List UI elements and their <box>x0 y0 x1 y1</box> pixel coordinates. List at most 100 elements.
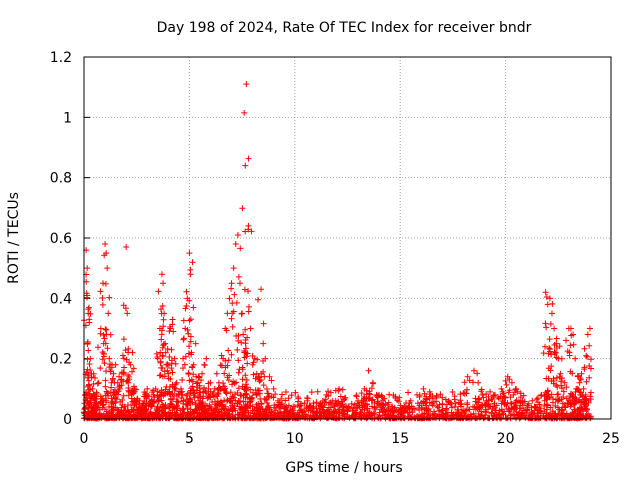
data-point <box>117 408 124 415</box>
data-point <box>184 326 191 333</box>
y-tick-label: 1.2 <box>50 50 72 66</box>
data-point <box>578 370 585 377</box>
data-point <box>106 404 113 411</box>
data-point <box>420 385 427 392</box>
y-tick-label: 0 <box>63 412 72 428</box>
data-point <box>206 414 213 421</box>
data-point <box>146 411 153 418</box>
data-point <box>546 345 553 352</box>
data-point <box>563 384 570 391</box>
data-point <box>240 331 247 338</box>
data-point <box>145 393 152 400</box>
data-point <box>110 370 117 377</box>
data-point <box>109 398 116 405</box>
data-point <box>154 403 161 410</box>
data-point <box>99 301 106 308</box>
data-point <box>480 394 487 401</box>
data-point <box>531 403 538 410</box>
data-point <box>173 398 180 405</box>
data-point <box>95 379 102 386</box>
data-point <box>142 415 149 422</box>
data-point <box>97 330 104 337</box>
data-point <box>235 357 242 364</box>
data-point <box>385 399 392 406</box>
data-point <box>518 411 525 418</box>
data-point <box>271 402 278 409</box>
data-point <box>102 280 109 287</box>
data-point <box>556 343 563 350</box>
data-point <box>470 379 477 386</box>
data-point <box>255 414 262 421</box>
data-point <box>243 376 250 383</box>
data-point <box>228 351 235 358</box>
data-point <box>581 395 588 402</box>
data-point <box>228 285 235 292</box>
data-point <box>189 415 196 422</box>
data-point <box>445 398 452 405</box>
data-point <box>370 409 377 416</box>
data-point <box>365 367 372 374</box>
data-point <box>282 389 289 396</box>
data-point <box>187 399 194 406</box>
data-point <box>230 308 237 315</box>
data-point <box>180 336 187 343</box>
data-point <box>178 395 185 402</box>
data-point <box>188 410 195 417</box>
data-point <box>587 393 594 400</box>
data-point <box>489 406 496 413</box>
data-point <box>106 355 113 362</box>
data-point <box>102 383 109 390</box>
data-point <box>149 398 156 405</box>
data-point <box>534 404 541 411</box>
data-point <box>253 391 260 398</box>
data-point <box>508 379 515 386</box>
data-point <box>369 403 376 410</box>
data-point <box>550 377 557 384</box>
data-point <box>166 353 173 360</box>
data-point <box>83 369 90 376</box>
data-point <box>160 323 167 330</box>
data-point <box>423 396 430 403</box>
data-point <box>483 390 490 397</box>
data-point <box>265 390 272 397</box>
data-point <box>129 398 136 405</box>
data-point <box>228 315 235 322</box>
data-point <box>184 402 191 409</box>
data-point <box>207 394 214 401</box>
data-point <box>310 400 317 407</box>
data-point <box>156 389 163 396</box>
data-point <box>186 297 193 304</box>
data-point <box>238 339 245 346</box>
data-point <box>153 350 160 357</box>
data-point <box>543 293 550 300</box>
data-point <box>521 398 528 405</box>
data-point <box>325 411 332 418</box>
data-point <box>186 395 193 402</box>
data-point <box>272 391 279 398</box>
data-point <box>576 396 583 403</box>
data-point <box>235 337 242 344</box>
data-point <box>576 407 583 414</box>
data-point <box>158 331 165 338</box>
data-point <box>491 400 498 407</box>
data-point <box>263 386 270 392</box>
data-point <box>553 335 560 342</box>
data-point <box>185 370 192 377</box>
data-point <box>546 295 553 302</box>
data-point <box>325 406 332 413</box>
data-point <box>542 289 549 296</box>
x-axis-label: GPS time / hours <box>285 460 402 476</box>
data-point <box>155 398 162 405</box>
data-point <box>227 398 234 405</box>
data-point <box>97 393 104 400</box>
data-point <box>543 401 550 408</box>
data-point <box>102 377 109 384</box>
data-point <box>506 406 513 413</box>
data-point <box>120 302 127 309</box>
data-point <box>103 399 110 406</box>
data-point <box>502 415 509 422</box>
data-point <box>261 373 268 380</box>
data-point <box>307 412 314 419</box>
data-point <box>290 403 297 410</box>
data-point <box>229 323 236 330</box>
